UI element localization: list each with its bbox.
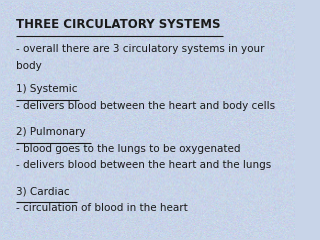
Text: - delivers blood between the heart and the lungs: - delivers blood between the heart and t… [16,160,271,170]
Text: 1) Systemic: 1) Systemic [16,84,77,94]
Text: THREE CIRCULATORY SYSTEMS: THREE CIRCULATORY SYSTEMS [16,18,220,31]
Text: - circulation of blood in the heart: - circulation of blood in the heart [16,203,188,213]
Text: - blood goes to the lungs to be oxygenated: - blood goes to the lungs to be oxygenat… [16,144,241,154]
Text: - overall there are 3 circulatory systems in your: - overall there are 3 circulatory system… [16,44,265,54]
Text: - delivers blood between the heart and body cells: - delivers blood between the heart and b… [16,101,275,111]
Text: 3) Cardiac: 3) Cardiac [16,186,70,196]
Text: body: body [16,61,42,71]
Text: 2) Pulmonary: 2) Pulmonary [16,127,86,137]
